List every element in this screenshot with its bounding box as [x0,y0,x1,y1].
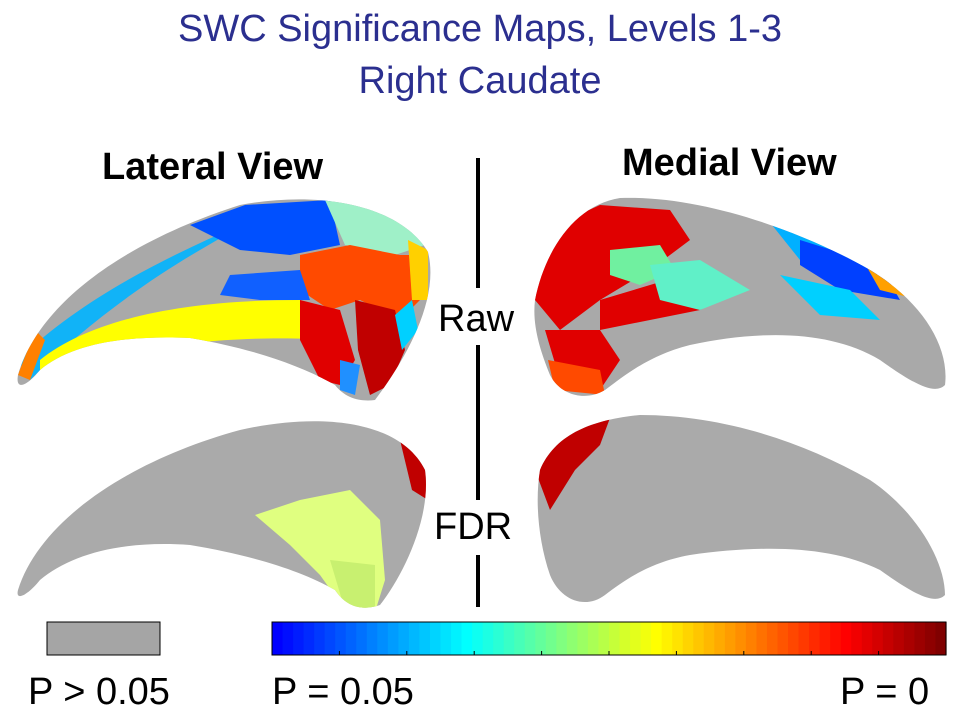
colorbar-bin [387,622,399,655]
colorbar-bin [535,622,547,655]
colorbar-bin [766,622,779,655]
colorbar-bin [293,622,305,655]
colorbar-bin [745,622,758,655]
colorbar-bin [314,622,326,655]
colorbar-bin [356,622,368,655]
title-line-1: SWC Significance Maps, Levels 1-3 [177,8,783,50]
colorbar-bin [451,622,463,655]
colorbar-bin [429,622,442,655]
colorbar-bin [872,622,884,655]
colorbar-bin [303,622,315,655]
scale-high-label: P = 0 [840,671,930,713]
colorbar-bin [830,622,842,655]
lateral-fdr-surface [17,421,426,608]
colorbar-bin [651,622,663,655]
raw-row-label: Raw [438,298,515,341]
medial-raw-surface [534,197,946,396]
title-line-2: Right Caudate [358,60,602,102]
colorbar-bin [893,622,905,655]
medial-fdr-surface [537,415,945,603]
colorbar-bin [335,622,347,655]
divider-middle [476,345,480,500]
colorbar-bin [703,622,715,655]
colorbar-bin [282,622,294,655]
colorbar-bin [735,622,747,655]
colorbar-bin [493,622,505,655]
fdr-row-label: FDR [434,506,513,549]
colorbar-bin [503,622,515,655]
colorbar-bin [482,622,494,655]
colorbar-bin [440,622,452,655]
colorbar-bin [840,622,852,655]
lateral-view-label: Lateral View [102,146,324,188]
colorbar-bin [524,622,536,655]
lateral-raw-surface [17,199,431,401]
colorbar-bin [882,622,894,655]
colorbar-bin [798,622,810,655]
colorbar-bin [345,622,357,655]
nonsig-label: P > 0.05 [28,671,170,713]
colorbar-bin [324,622,336,655]
colorbar-bin [724,622,736,655]
colorbar-bin [398,622,410,655]
colorbar-bin [545,622,557,655]
colorbar-bin [788,622,800,655]
colorbar-bin [609,622,621,655]
colorbar-bin [587,622,600,655]
colorbar-bin [819,622,831,655]
colorbar-bin [598,622,610,655]
colorbar-bin [272,622,284,655]
colorbar-bin [408,622,421,655]
scale-low-label: P = 0.05 [272,671,414,713]
colorbar-bin [861,622,873,655]
colorbar-bin [924,622,937,655]
colorbar-bin [935,622,947,655]
divider-bottom [476,555,480,607]
colorbar-frame [271,621,947,656]
colorbar-bin [556,622,568,655]
colorbar-bin [661,622,673,655]
colorbar-bin [777,622,789,655]
colorbar-bin [566,622,579,655]
colorbar-bin [630,622,642,655]
colorbar-bin [903,622,916,655]
colorbar-bin [756,622,768,655]
colorbar-bin [514,622,526,655]
divider-top [476,158,480,288]
colorbar-bin [377,622,389,655]
colorbar-bin [851,622,863,655]
colorbar [272,622,947,655]
medial-view-label: Medial View [622,142,837,184]
colorbar-bin [672,622,684,655]
nonsig-swatch [46,621,161,656]
colorbar-bin [714,622,726,655]
colorbar-bin [619,622,631,655]
colorbar-bin [693,622,705,655]
colorbar-bin [640,622,652,655]
colorbar-bin [577,622,589,655]
colorbar-bin [419,622,431,655]
colorbar-bin [366,622,378,655]
colorbar-bin [461,622,473,655]
colorbar-bin [809,622,821,655]
colorbar-bin [472,622,484,655]
colorbar-bin [914,622,926,655]
colorbar-bin [682,622,694,655]
